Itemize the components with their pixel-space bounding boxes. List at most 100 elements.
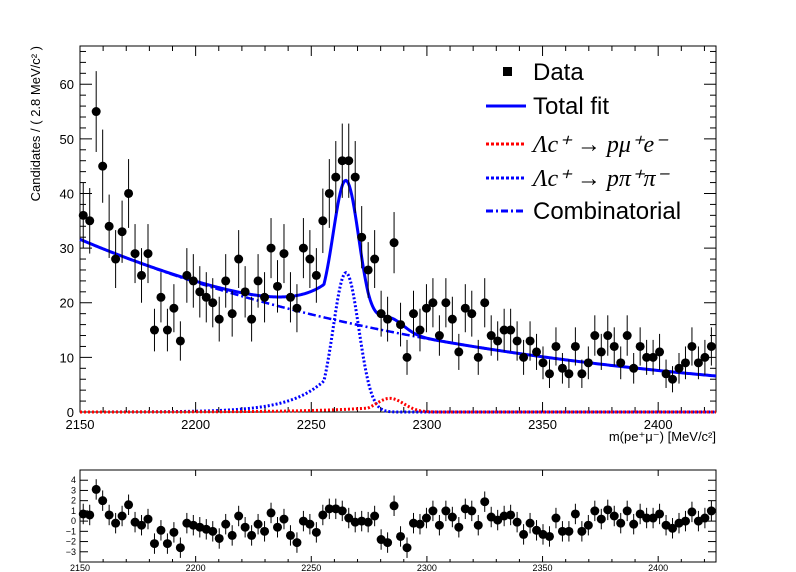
residual-point <box>480 497 489 506</box>
x-axis-title: m(pe⁺μ⁻) [MeV/c²] <box>609 429 716 444</box>
residual-point <box>305 520 314 529</box>
residual-point <box>454 523 463 532</box>
residual-point <box>571 509 580 518</box>
data-point <box>98 162 107 171</box>
residual-point <box>435 521 444 530</box>
residual-point <box>215 534 224 543</box>
residual-point <box>124 500 133 509</box>
residual-point <box>228 531 237 540</box>
residual-point <box>506 510 515 519</box>
residual-y-tick-label: −3 <box>66 547 76 557</box>
legend-label: Λc⁺ → pμ⁺e⁻ <box>531 132 669 158</box>
residual-point <box>286 531 295 540</box>
data-point <box>545 369 554 378</box>
residual-point <box>247 531 256 540</box>
data-point <box>448 315 457 324</box>
y-tick-label: 10 <box>60 350 74 365</box>
ppipi-curve <box>80 273 716 412</box>
data-point <box>564 369 573 378</box>
y-tick-label: 30 <box>60 241 74 256</box>
legend-data-marker <box>503 67 512 76</box>
residual-x-tick-label: 2400 <box>648 563 668 572</box>
residual-point <box>551 514 560 523</box>
y-tick-label: 50 <box>60 132 74 147</box>
data-point <box>292 304 301 313</box>
data-point <box>415 326 424 335</box>
data-point <box>610 342 619 351</box>
data-point <box>707 342 716 351</box>
data-point <box>584 358 593 367</box>
data-point <box>279 249 288 258</box>
data-point <box>454 347 463 356</box>
residual-point <box>474 521 483 530</box>
data-point <box>305 255 314 264</box>
data-point <box>681 358 690 367</box>
residual-y-tick-label: −2 <box>66 537 76 547</box>
residual-x-tick-label: 2350 <box>533 563 553 572</box>
residual-point <box>143 515 152 524</box>
y-tick-label: 0 <box>67 405 74 420</box>
legend-label: Λc⁺ → pπ⁺π⁻ <box>531 166 671 192</box>
data-point <box>441 298 450 307</box>
data-point <box>590 331 599 340</box>
data-point <box>597 347 606 356</box>
data-point <box>228 309 237 318</box>
data-point <box>474 353 483 362</box>
residual-point <box>396 532 405 541</box>
residual-point <box>616 519 625 528</box>
residual-point <box>610 512 619 521</box>
residual-point <box>156 526 165 535</box>
data-point <box>299 244 308 253</box>
data-point <box>513 336 522 345</box>
data-point <box>312 271 321 280</box>
residual-point <box>150 539 159 548</box>
data-point <box>668 375 677 384</box>
residual-point <box>279 515 288 524</box>
residual-point <box>513 518 522 527</box>
residual-y-tick-label: 1 <box>71 506 76 516</box>
residual-point <box>85 510 94 519</box>
residual-point <box>390 501 399 510</box>
residual-point <box>584 521 593 530</box>
data-point <box>577 369 586 378</box>
residual-point <box>234 512 243 521</box>
residual-y-tick-label: 4 <box>71 475 76 485</box>
residual-point <box>422 514 431 523</box>
data-point <box>467 309 476 318</box>
data-point <box>351 173 360 182</box>
residual-point <box>707 506 716 515</box>
residual-point <box>292 538 301 547</box>
residual-y-tick-label: 2 <box>71 496 76 506</box>
pmue-curve <box>80 398 716 412</box>
data-point <box>687 342 696 351</box>
data-point <box>383 315 392 324</box>
data-point <box>409 309 418 318</box>
residual-point <box>700 514 709 523</box>
data-point <box>623 331 632 340</box>
data-point <box>208 298 217 307</box>
data-point <box>390 238 399 247</box>
data-point <box>124 189 133 198</box>
data-point <box>616 358 625 367</box>
residual-point <box>545 532 554 541</box>
data-point <box>247 315 256 324</box>
residual-x-tick-label: 2250 <box>301 563 321 572</box>
data-point <box>156 293 165 302</box>
residual-point <box>403 543 412 552</box>
data-point <box>551 342 560 351</box>
x-tick-label: 2250 <box>297 417 326 432</box>
residual-point <box>169 528 178 537</box>
residual-point <box>526 519 535 528</box>
data-point <box>519 353 528 362</box>
data-point <box>260 293 269 302</box>
residual-point <box>254 520 263 529</box>
residual-x-tick-label: 2300 <box>417 563 437 572</box>
residual-point <box>221 520 230 529</box>
residual-point <box>105 510 114 519</box>
residual-y-tick-label: 3 <box>71 485 76 495</box>
x-tick-label: 2350 <box>528 417 557 432</box>
y-tick-label: 60 <box>60 77 74 92</box>
residual-point <box>428 506 437 515</box>
data-point <box>215 315 224 324</box>
residual-point <box>98 496 107 505</box>
